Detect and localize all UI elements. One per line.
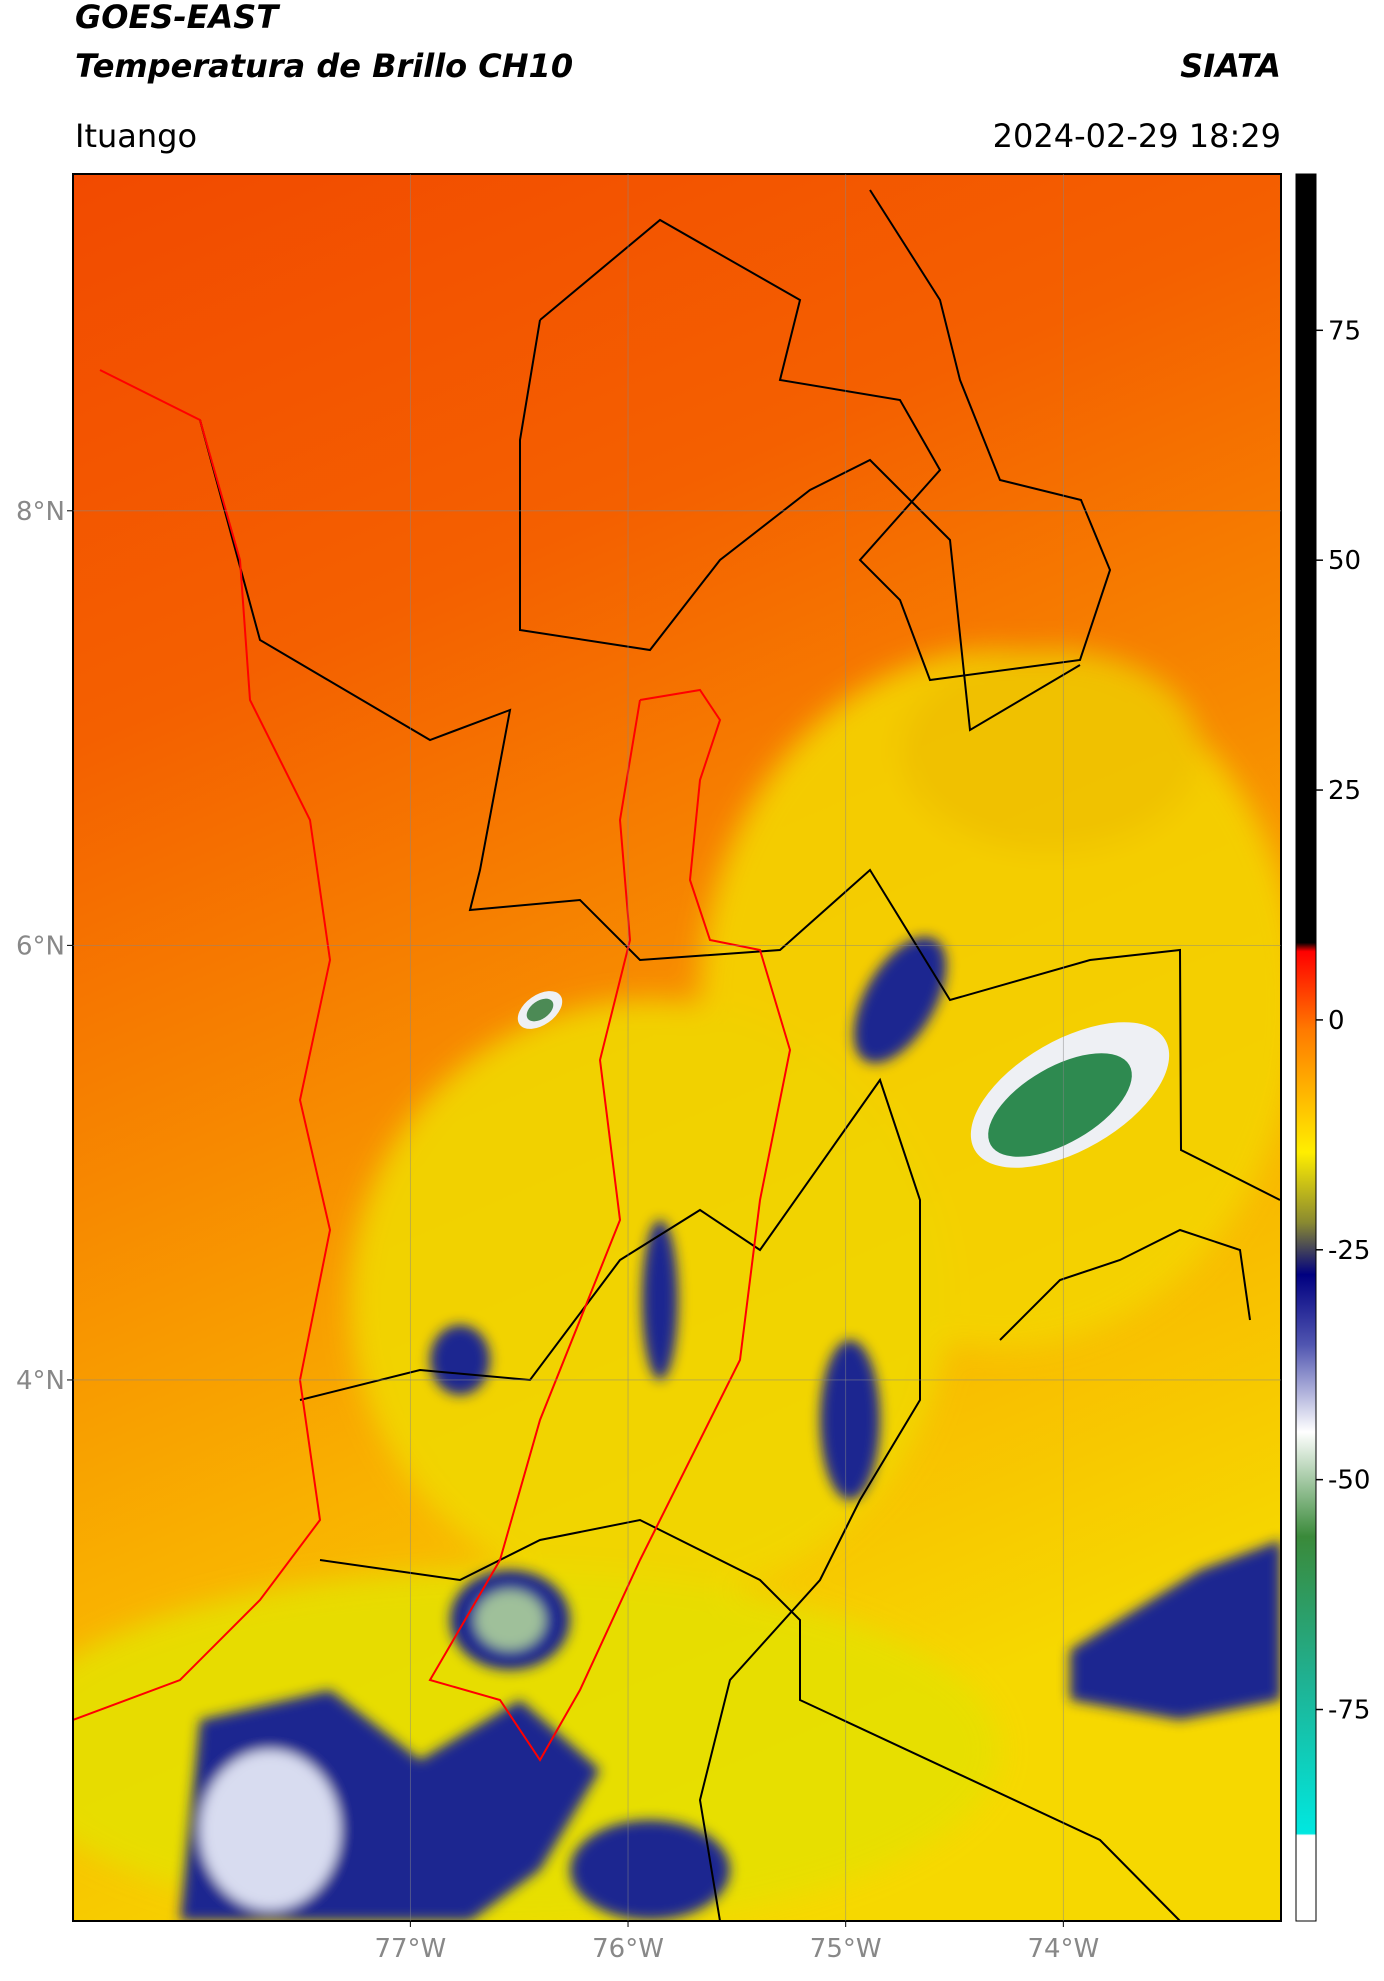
map-frame bbox=[72, 173, 1282, 1922]
lon-tick-label: 74°W bbox=[1027, 1934, 1099, 1964]
source: SIATA bbox=[1180, 47, 1281, 85]
colorbar bbox=[1295, 173, 1317, 1922]
colorbar-tick-label: 25 bbox=[1328, 776, 1361, 806]
satellite: GOES-EAST bbox=[75, 0, 280, 36]
datetime: 2024-02-29 18:29 bbox=[993, 117, 1281, 155]
colorbar-tick-label: 50 bbox=[1328, 546, 1361, 576]
lat-tick-label: 4°N bbox=[16, 1366, 65, 1396]
colorbar-tick-label: -25 bbox=[1328, 1236, 1370, 1266]
colorbar-tick-label: -50 bbox=[1328, 1466, 1370, 1496]
colorbar-tick-label: 0 bbox=[1328, 1006, 1345, 1036]
lon-tick-label: 75°W bbox=[810, 1934, 882, 1964]
product: Temperatura de Brillo CH10 bbox=[75, 47, 573, 85]
lon-tick-label: 76°W bbox=[592, 1934, 664, 1964]
colorbar-tick-label: 75 bbox=[1328, 316, 1361, 346]
satellite-image bbox=[73, 174, 1281, 1921]
lat-tick-label: 8°N bbox=[16, 497, 65, 527]
lat-tick-label: 6°N bbox=[16, 931, 65, 961]
lon-tick-label: 77°W bbox=[374, 1934, 446, 1964]
region: Ituango bbox=[75, 117, 197, 155]
colorbar-tick-label: -75 bbox=[1328, 1696, 1370, 1726]
